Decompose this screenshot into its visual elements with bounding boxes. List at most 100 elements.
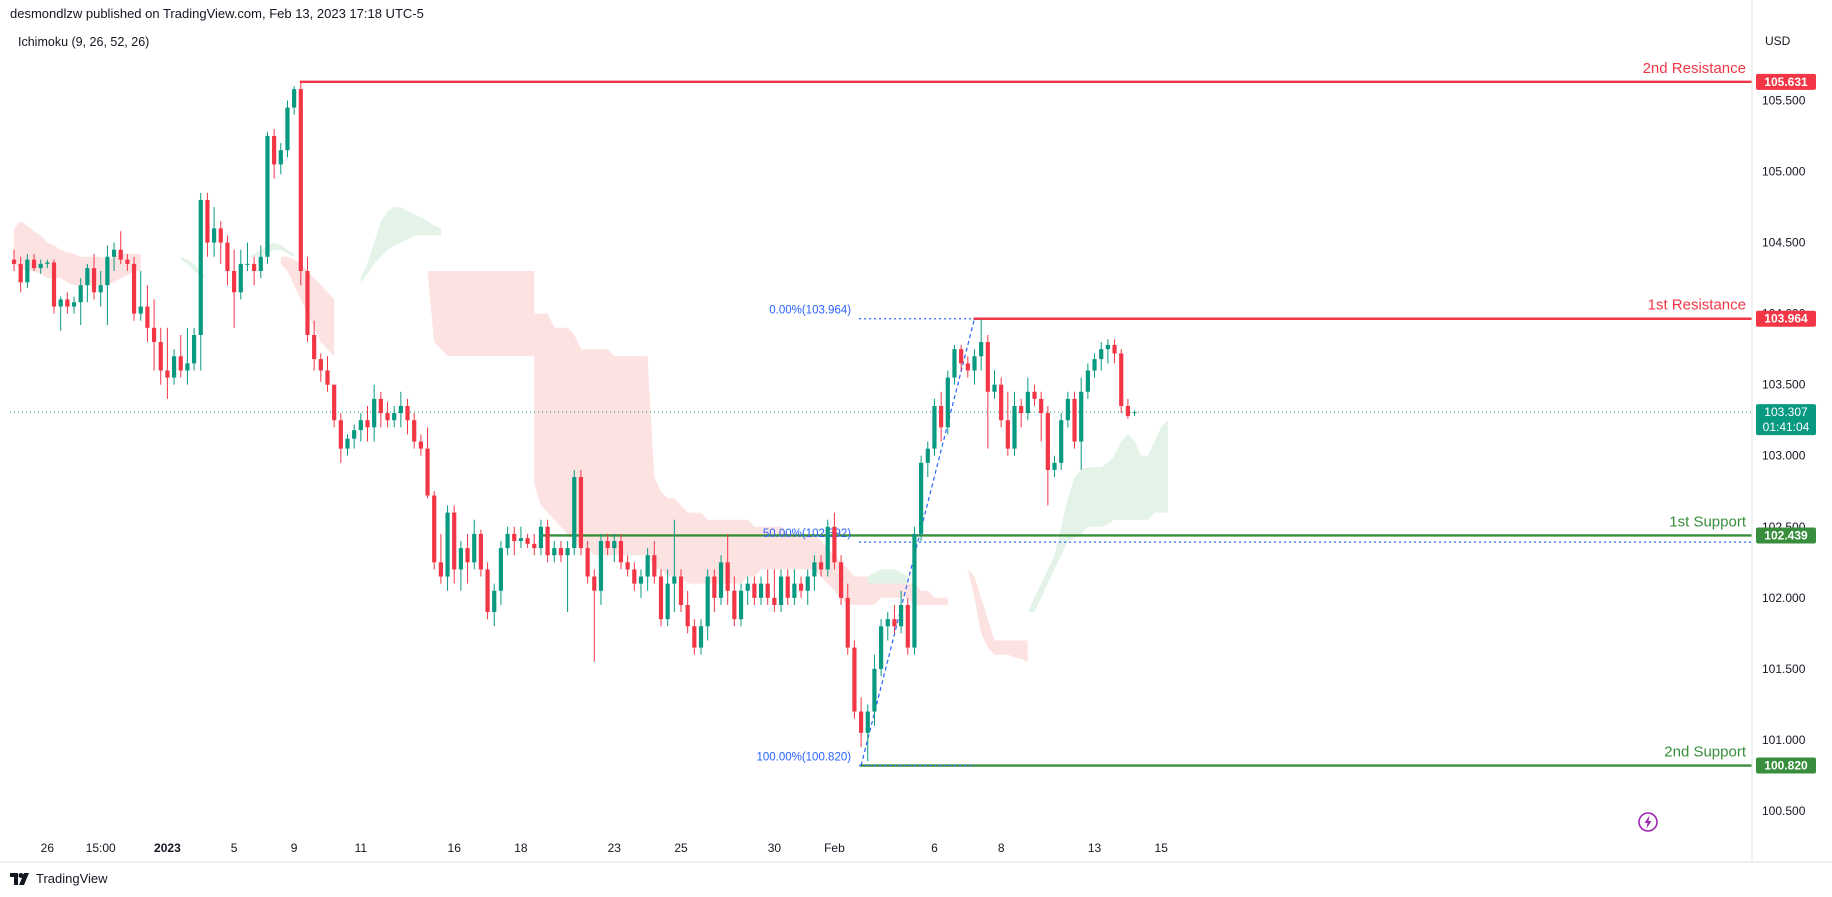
candle: [985, 334, 990, 449]
candle-body: [665, 583, 670, 620]
candle: [392, 406, 397, 428]
candle-body: [485, 569, 490, 613]
candle-body: [678, 576, 684, 605]
candle-body: [1025, 391, 1030, 414]
candle-body: [959, 349, 964, 364]
candle-body: [118, 249, 123, 260]
candle-body: [738, 590, 744, 620]
candle-body: [792, 583, 797, 598]
candle-body: [285, 107, 290, 151]
candle: [525, 533, 530, 549]
candle-body: [999, 384, 1004, 421]
candle-body: [1119, 353, 1124, 406]
candle: [131, 256, 137, 321]
cloud-segment-8: [867, 569, 908, 584]
candle-body: [605, 541, 610, 549]
cloud-segment-1: [180, 256, 215, 283]
candle: [838, 555, 844, 605]
candle-body: [385, 413, 390, 421]
candle-body: [272, 136, 277, 165]
candle: [98, 271, 103, 307]
y-tick-label: 101.000: [1762, 733, 1806, 747]
candle: [352, 424, 357, 449]
candle-body: [1105, 344, 1110, 350]
candle-body: [1099, 349, 1104, 360]
ichimoku-cloud: [14, 207, 1168, 662]
x-tick-label: Feb: [824, 841, 845, 855]
candle-body: [91, 268, 97, 293]
candle: [805, 569, 810, 605]
candle-body: [165, 370, 170, 378]
candle: [171, 349, 177, 385]
candle: [725, 533, 730, 605]
bolt-icon[interactable]: [1637, 811, 1659, 833]
candle: [845, 583, 850, 655]
candle: [338, 413, 343, 463]
candle-body: [258, 256, 263, 271]
candle: [678, 569, 684, 613]
cloud-segment-2: [247, 242, 295, 257]
candle: [712, 569, 717, 613]
candle-body: [412, 420, 417, 442]
candle-body: [425, 448, 430, 496]
candle-body: [538, 526, 544, 549]
candle: [318, 353, 323, 382]
candle: [1079, 377, 1084, 470]
candle: [412, 413, 417, 449]
candle: [125, 253, 130, 271]
candle-body: [1092, 359, 1097, 371]
last-price-countdown: 01:41:04: [1763, 420, 1810, 434]
candle-body: [38, 263, 43, 269]
candle-body: [332, 384, 337, 421]
cloud-segment-6: [534, 313, 815, 584]
candle: [592, 569, 597, 662]
candle-body: [765, 583, 770, 598]
x-tick-label: 9: [291, 841, 298, 855]
candle: [458, 541, 463, 591]
candle-body: [372, 398, 377, 428]
candle-body: [325, 370, 330, 385]
candle: [272, 128, 277, 179]
candle: [1072, 391, 1077, 449]
candle-body: [785, 576, 790, 598]
candle: [932, 398, 937, 456]
candle: [1112, 339, 1117, 364]
candle-body: [458, 548, 463, 570]
y-tick-label: 103.000: [1762, 449, 1806, 463]
y-tick-label: 105.500: [1762, 93, 1806, 107]
candle: [465, 533, 470, 584]
candle: [498, 541, 504, 605]
candle-body: [1039, 398, 1044, 414]
support-price-tag: [1756, 527, 1816, 544]
candle: [1132, 410, 1137, 416]
candle-body: [432, 495, 437, 563]
candle-body: [585, 548, 590, 577]
candle-body: [405, 406, 410, 421]
candle-body: [45, 262, 50, 264]
candle-body: [932, 406, 937, 449]
candle-body: [979, 342, 984, 357]
indicator-legend[interactable]: Ichimoku (9, 26, 52, 26): [18, 35, 150, 49]
candle: [138, 271, 143, 321]
candle-body: [572, 477, 577, 549]
candle: [925, 441, 930, 478]
candle-body: [1052, 462, 1057, 470]
support-price-tag-label: 100.820: [1764, 759, 1808, 773]
y-tick-label: 104.500: [1762, 236, 1806, 250]
candle-body: [832, 526, 837, 563]
candle-body: [225, 242, 230, 271]
candle-body: [1085, 370, 1090, 392]
candle-body: [705, 576, 710, 627]
candle: [912, 526, 917, 655]
fib-level-label: 100.00%(100.820): [756, 752, 851, 764]
candle-body: [151, 327, 157, 343]
candle: [278, 143, 283, 175]
x-tick-label: 18: [514, 841, 528, 855]
candle-body: [525, 538, 530, 544]
candle: [198, 192, 203, 371]
candle-body: [972, 356, 977, 371]
candle: [752, 576, 757, 605]
tradingview-logo[interactable]: TradingView: [10, 871, 108, 886]
candle: [532, 533, 537, 556]
